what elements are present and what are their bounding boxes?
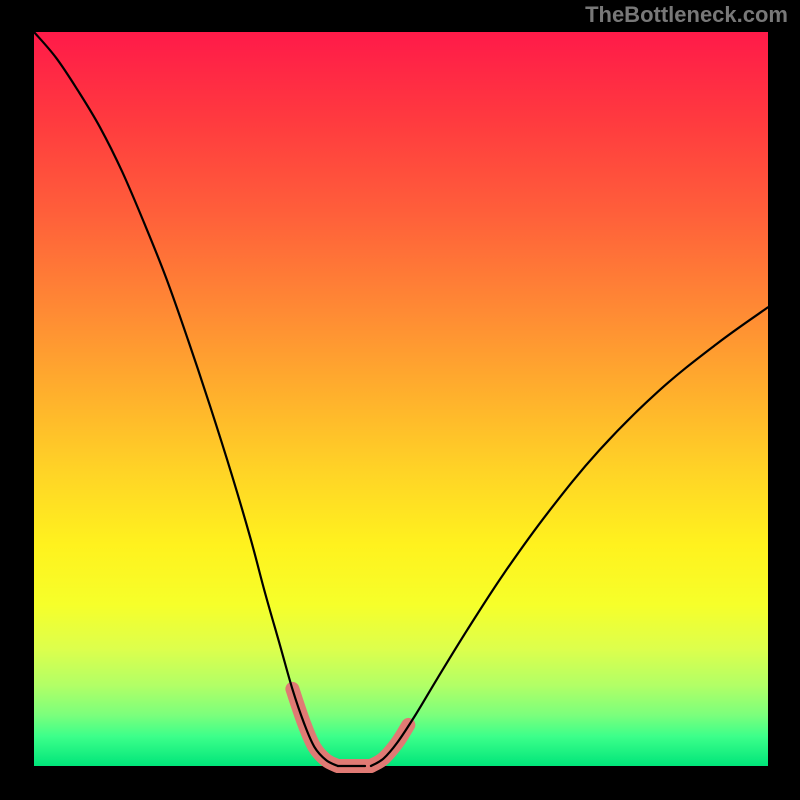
watermark-text: TheBottleneck.com: [585, 2, 788, 28]
chart-gradient-bg: [34, 32, 768, 766]
bottleneck-chart: [0, 0, 800, 800]
